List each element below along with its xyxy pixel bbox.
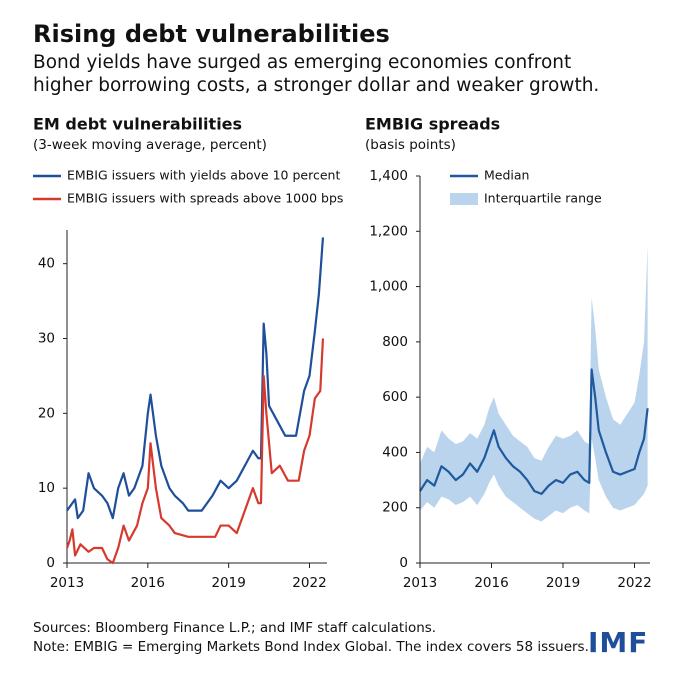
x-tick-label: 2013 — [403, 575, 437, 591]
legend-label: Median — [484, 168, 529, 183]
y-tick-label: 20 — [38, 405, 55, 421]
note: Note: EMBIG = Emerging Markets Bond Inde… — [33, 639, 589, 655]
y-tick-label: 1,400 — [369, 168, 408, 184]
chart-title: EMBIG spreads — [365, 115, 500, 134]
x-tick-label: 2022 — [617, 575, 651, 591]
chart-subtitle: (basis points) — [365, 137, 456, 153]
chart-subtitle: (3-week moving average, percent) — [33, 137, 267, 153]
subtitle-line: higher borrowing costs, a stronger dolla… — [33, 75, 600, 96]
series-line — [66, 237, 325, 520]
y-tick-label: 30 — [38, 331, 55, 347]
y-tick-label: 1,000 — [369, 279, 408, 295]
x-tick-label: 2019 — [546, 575, 580, 591]
y-tick-label: 600 — [382, 389, 408, 405]
logo: IMF — [588, 626, 649, 659]
iqr-band — [420, 245, 648, 522]
legend-label: Interquartile range — [484, 191, 602, 206]
x-tick-label: 2016 — [474, 575, 508, 591]
subtitle-line: Bond yields have surged as emerging econ… — [33, 52, 572, 73]
y-tick-label: 800 — [382, 334, 408, 350]
y-tick-label: 10 — [38, 480, 55, 496]
y-tick-label: 0 — [46, 555, 55, 571]
legend-label: EMBIG issuers with yields above 10 perce… — [67, 168, 340, 183]
y-tick-label: 0 — [399, 555, 408, 571]
series-line — [419, 368, 649, 495]
x-tick-label: 2019 — [211, 575, 245, 591]
sources: Sources: Bloomberg Finance L.P.; and IMF… — [33, 620, 437, 636]
legend-label: EMBIG issuers with spreads above 1000 bp… — [67, 191, 343, 206]
y-tick-label: 1,200 — [369, 223, 408, 239]
series-line — [65, 338, 325, 565]
x-tick-label: 2013 — [50, 575, 84, 591]
legend-swatch — [450, 193, 478, 205]
y-tick-label: 40 — [38, 256, 55, 272]
y-tick-label: 200 — [382, 500, 408, 516]
x-tick-label: 2022 — [292, 575, 326, 591]
x-tick-label: 2016 — [131, 575, 165, 591]
y-tick-label: 400 — [382, 444, 408, 460]
chart-title: EM debt vulnerabilities — [33, 115, 242, 134]
page-title: Rising debt vulnerabilities — [33, 20, 390, 48]
